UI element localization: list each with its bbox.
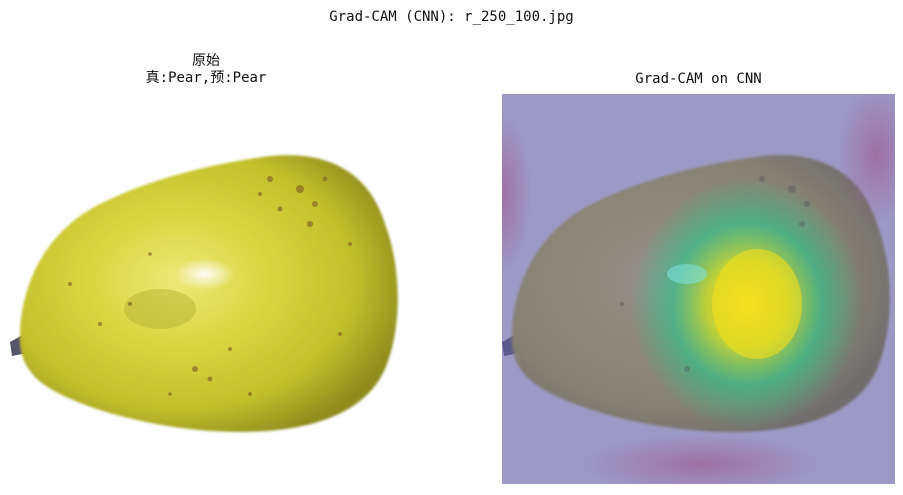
original-pear-svg — [10, 94, 402, 484]
gradcam-panel-title: Grad-CAM on CNN — [635, 71, 762, 87]
original-panel-title: 原始 真:Pear,预:Pear — [10, 53, 402, 87]
gradcam-image — [502, 94, 895, 484]
pear-body — [19, 155, 398, 433]
original-title-line2: 真:Pear,预:Pear — [145, 70, 267, 86]
gradcam-overlay-svg — [502, 94, 895, 484]
original-title-line1: 原始 — [192, 53, 220, 69]
original-image — [10, 94, 402, 484]
figure-title: Grad-CAM (CNN): r_250_100.jpg — [329, 9, 574, 25]
